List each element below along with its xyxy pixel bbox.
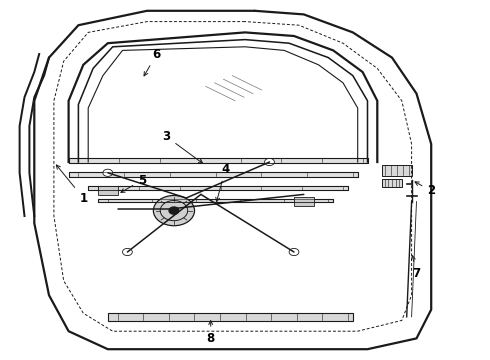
FancyBboxPatch shape	[294, 197, 314, 206]
FancyBboxPatch shape	[382, 179, 402, 187]
FancyBboxPatch shape	[69, 158, 368, 162]
FancyBboxPatch shape	[69, 172, 358, 177]
Circle shape	[153, 195, 195, 226]
FancyBboxPatch shape	[98, 199, 333, 202]
FancyBboxPatch shape	[88, 186, 348, 190]
Text: 2: 2	[415, 182, 435, 197]
Text: 4: 4	[216, 163, 229, 202]
Circle shape	[169, 207, 179, 214]
FancyBboxPatch shape	[382, 165, 412, 176]
Text: 5: 5	[121, 174, 146, 193]
Text: 7: 7	[412, 256, 420, 280]
FancyBboxPatch shape	[108, 313, 353, 321]
Circle shape	[103, 169, 113, 176]
Circle shape	[289, 248, 299, 256]
Text: 1: 1	[56, 165, 87, 204]
Text: 3: 3	[163, 130, 203, 163]
Circle shape	[265, 158, 274, 166]
Text: 6: 6	[144, 48, 161, 76]
FancyBboxPatch shape	[98, 186, 118, 195]
Text: 8: 8	[207, 321, 215, 345]
Circle shape	[122, 248, 132, 256]
